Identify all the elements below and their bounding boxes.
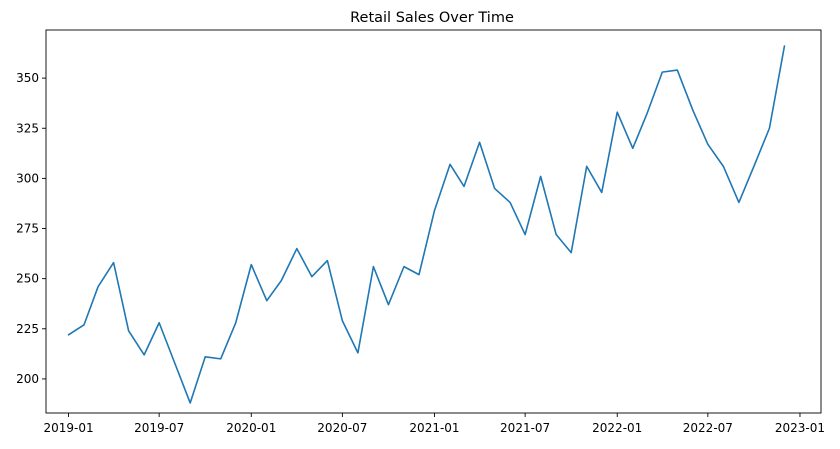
y-axis: 200 225 250 275 300 325 350	[16, 71, 46, 386]
plot-area: 2019-01 2019-07 2020-01 2020-07 2021-01 2021-…	[16, 29, 825, 435]
axes-frame	[45, 29, 822, 414]
y-tick-label: 350	[16, 71, 39, 85]
x-tick-label: 2021-01	[409, 421, 459, 435]
y-tick-label: 275	[16, 222, 39, 236]
y-tick-label: 225	[16, 322, 39, 336]
y-tick-label: 200	[16, 372, 39, 386]
x-tick-label: 2020-07	[317, 421, 367, 435]
x-tick-label: 2022-07	[683, 421, 733, 435]
x-tick-label: 2023-01	[775, 421, 825, 435]
x-tick-label: 2022-01	[592, 421, 642, 435]
y-tick-label: 325	[16, 121, 39, 135]
x-tick-label: 2020-01	[226, 421, 276, 435]
x-tick-label: 2019-07	[134, 421, 184, 435]
series-line	[67, 45, 786, 404]
x-tick-label: 2019-01	[43, 421, 93, 435]
chart-title: Retail Sales Over Time	[350, 10, 514, 26]
y-tick-label: 300	[16, 171, 39, 185]
x-axis: 2019-01 2019-07 2020-01 2020-07 2021-01 2021-…	[43, 413, 825, 435]
y-tick-label: 250	[16, 272, 39, 286]
x-tick-label: 2021-07	[500, 421, 550, 435]
